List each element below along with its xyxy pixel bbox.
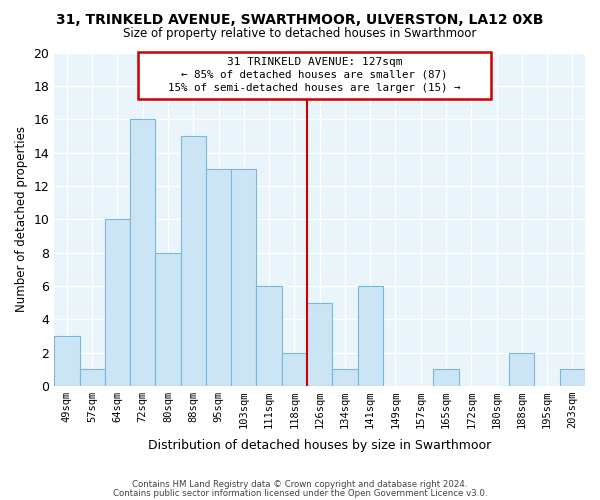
Text: Size of property relative to detached houses in Swarthmoor: Size of property relative to detached ho…	[124, 28, 476, 40]
Bar	[137, 52, 491, 99]
Bar	[332, 370, 358, 386]
Bar	[256, 286, 282, 386]
Bar	[54, 336, 80, 386]
Bar	[509, 352, 535, 386]
Bar	[231, 169, 256, 386]
Text: Contains public sector information licensed under the Open Government Licence v3: Contains public sector information licen…	[113, 488, 487, 498]
X-axis label: Distribution of detached houses by size in Swarthmoor: Distribution of detached houses by size …	[148, 440, 491, 452]
Bar	[560, 370, 585, 386]
Text: Contains HM Land Registry data © Crown copyright and database right 2024.: Contains HM Land Registry data © Crown c…	[132, 480, 468, 489]
Y-axis label: Number of detached properties: Number of detached properties	[15, 126, 28, 312]
Bar	[80, 370, 105, 386]
Bar	[206, 169, 231, 386]
Bar	[358, 286, 383, 386]
Bar	[181, 136, 206, 386]
Bar	[155, 252, 181, 386]
Bar	[307, 302, 332, 386]
Text: 31, TRINKELD AVENUE, SWARTHMOOR, ULVERSTON, LA12 0XB: 31, TRINKELD AVENUE, SWARTHMOOR, ULVERST…	[56, 12, 544, 26]
Bar	[282, 352, 307, 386]
Bar	[105, 220, 130, 386]
Text: 31 TRINKELD AVENUE: 127sqm: 31 TRINKELD AVENUE: 127sqm	[227, 56, 403, 66]
Bar	[130, 119, 155, 386]
Text: 15% of semi-detached houses are larger (15) →: 15% of semi-detached houses are larger (…	[169, 82, 461, 92]
Bar	[433, 370, 458, 386]
Text: ← 85% of detached houses are smaller (87): ← 85% of detached houses are smaller (87…	[181, 69, 448, 79]
